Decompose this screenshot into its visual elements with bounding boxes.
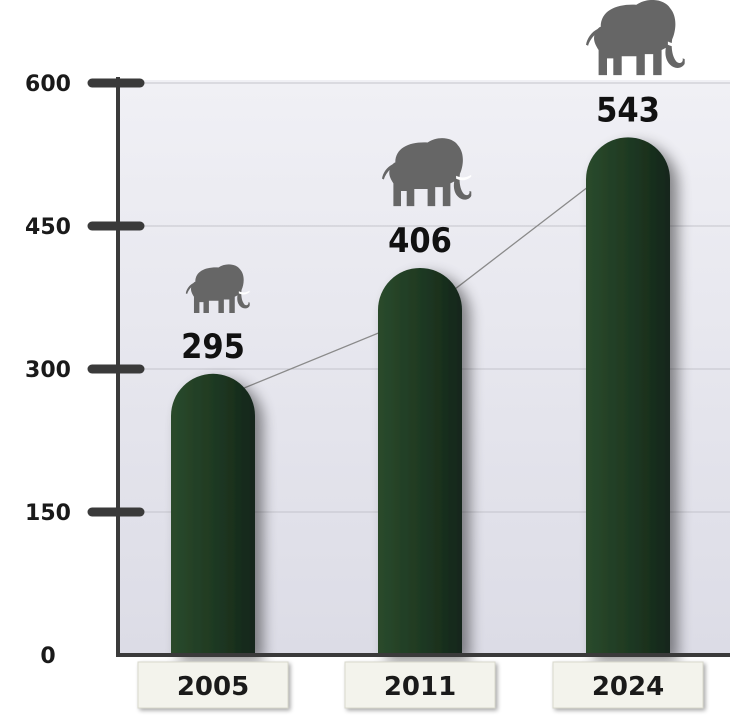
- bar-2005: [171, 373, 255, 655]
- y-tick-label: 600: [25, 72, 71, 97]
- y-tick-label: 450: [25, 215, 71, 240]
- value-label: 406: [388, 221, 452, 261]
- x-axis-labels: 2005 2011 2024: [137, 661, 704, 709]
- y-tick-label: 0: [40, 644, 55, 669]
- bar-2024: [586, 137, 670, 656]
- axes: [87, 77, 730, 657]
- x-label-box: [344, 661, 496, 709]
- y-tick-label: 300: [25, 358, 71, 383]
- y-tick-label: 150: [25, 501, 71, 526]
- y-axis-labels: 0 150 300 450 600: [25, 72, 71, 669]
- elephant-icon: [586, 0, 685, 76]
- x-tick-label: 2024: [592, 672, 664, 702]
- bar-2011: [378, 267, 462, 655]
- bars: [171, 137, 670, 656]
- x-label-box: [137, 661, 289, 709]
- x-tick-label: 2011: [384, 672, 456, 702]
- x-label-box: [552, 661, 704, 709]
- value-labels: 295 406 543: [181, 90, 660, 366]
- x-tick-label: 2005: [177, 672, 249, 702]
- value-label: 543: [596, 90, 660, 130]
- value-label: 295: [181, 327, 245, 367]
